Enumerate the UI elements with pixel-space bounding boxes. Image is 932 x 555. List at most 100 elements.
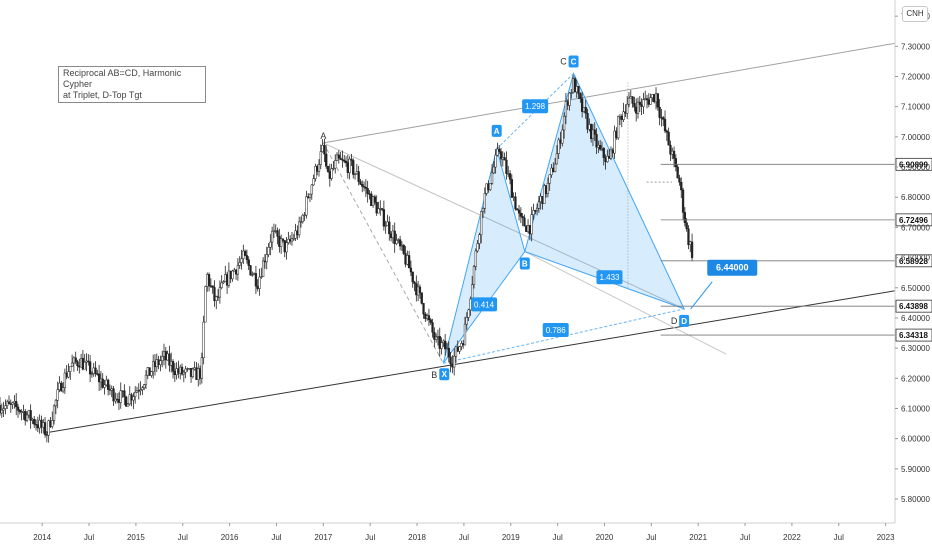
price-bar-body xyxy=(629,96,632,99)
price-bar-body xyxy=(397,239,400,241)
price-bar-body xyxy=(660,117,663,119)
price-bar-body xyxy=(110,388,113,391)
price-bar-body xyxy=(638,101,641,105)
x-tick-label: Jul xyxy=(365,533,375,542)
price-bar-body xyxy=(54,400,58,407)
price-bar-body xyxy=(267,247,270,255)
point-a-label-box xyxy=(491,124,502,137)
price-bar-body xyxy=(627,97,631,105)
price-bar-body xyxy=(189,368,193,377)
price-bar-body xyxy=(305,196,308,216)
price-bar-body xyxy=(544,185,548,194)
price-bar-body xyxy=(256,285,259,289)
price-level-lines: 6.90899 6.72496 6.58928 6.43898 6.34318 xyxy=(660,157,932,342)
price-bar-body xyxy=(233,269,236,272)
price-bar-body xyxy=(243,250,247,256)
price-bar-body xyxy=(211,285,214,288)
price-bar-body xyxy=(263,260,267,263)
price-bar-body xyxy=(589,124,593,139)
ratio-tag: 1.298 xyxy=(525,102,546,111)
price-bar-body xyxy=(326,166,330,172)
price-bar-body xyxy=(52,405,56,421)
price-bar-body xyxy=(87,360,90,363)
price-bar-body xyxy=(561,129,564,144)
drawing-note[interactable]: Reciprocal AB=CD, Harmonic Cypher at Tri… xyxy=(58,66,206,103)
price-bar-body xyxy=(159,360,162,365)
price-bar-body xyxy=(404,253,407,265)
price-level-label: 6.72496 xyxy=(899,216,928,225)
price-bar-body xyxy=(546,182,550,194)
price-bar-body xyxy=(512,196,515,198)
price-bar-body xyxy=(523,217,526,227)
price-bar-body xyxy=(379,208,382,210)
price-bar-body xyxy=(22,411,25,413)
price-bar-body xyxy=(575,86,578,93)
price-bar-body xyxy=(31,419,34,421)
price-bar-body xyxy=(550,167,553,176)
time-axis[interactable]: 2014 Jul 2015 Jul 2016 Jul 2017 Jul 2018 Jul 2019 J… xyxy=(0,522,895,542)
price-bar-body xyxy=(13,401,16,404)
price-bar-body xyxy=(67,371,70,378)
price-bar-body xyxy=(406,255,409,265)
price-bar-body xyxy=(429,319,432,323)
price-bar-body xyxy=(132,396,135,401)
price-bar-body xyxy=(339,157,342,160)
price-bar-body xyxy=(642,99,645,107)
price-bar-body xyxy=(413,281,416,284)
price-bar-body xyxy=(231,270,234,280)
price-bar-body xyxy=(238,262,241,266)
price-bar-body xyxy=(671,150,674,155)
price-bar-body xyxy=(49,420,52,427)
price-bar-body xyxy=(179,366,182,374)
price-bar-body xyxy=(631,96,634,104)
price-bar-body xyxy=(440,342,443,349)
price-bar-body xyxy=(94,367,97,374)
price-bar-body xyxy=(103,384,106,388)
y-tick-label: 6.20000 xyxy=(901,374,930,383)
price-bar-body xyxy=(215,296,218,302)
price-bar-body xyxy=(535,208,539,211)
price-bar-body xyxy=(366,188,369,194)
price-bar-body xyxy=(323,145,326,155)
price-bar-body xyxy=(0,409,3,414)
price-bar-body xyxy=(409,267,413,273)
price-bar-body xyxy=(555,153,559,165)
price-bar-body xyxy=(45,434,49,436)
price-bar-body xyxy=(361,184,364,187)
price-bar-body xyxy=(184,368,187,373)
price-level-label: 6.34318 xyxy=(899,331,928,340)
price-bar-body xyxy=(249,265,252,276)
price-bar-body xyxy=(456,346,459,352)
price-bar-body xyxy=(83,361,86,370)
y-tick-label: 6.40000 xyxy=(901,314,930,323)
price-bar-body xyxy=(622,111,625,120)
price-bar-body xyxy=(58,382,61,390)
price-bar-body xyxy=(328,171,331,179)
price-bar-body xyxy=(384,225,387,227)
price-bar-body xyxy=(665,130,668,133)
x-tick-label: 2020 xyxy=(596,533,614,542)
price-bar-body xyxy=(330,168,333,179)
price-bar-body xyxy=(332,167,335,170)
price-bar-body xyxy=(106,379,110,390)
price-bar-body xyxy=(370,193,373,206)
price-bar-body xyxy=(588,124,591,130)
pattern-labels: X A B C D B C A D 1.298 0.414 1.433 0.786 6.44000 xyxy=(320,55,758,381)
price-bar-body xyxy=(119,390,122,403)
target-box xyxy=(707,259,758,276)
price-bar-body xyxy=(499,151,503,160)
price-bar-body xyxy=(125,396,128,407)
price-bar-body xyxy=(485,183,488,194)
price-bar-body xyxy=(571,78,575,93)
price-bar-body xyxy=(678,177,681,183)
ratio-tag-box xyxy=(471,297,498,312)
price-bar-body xyxy=(307,196,310,198)
price-bar-body xyxy=(344,160,348,164)
price-bar-body xyxy=(27,410,30,416)
price-bar-body xyxy=(640,104,643,107)
price-axis[interactable]: 7.400007.300007.200007.100007.000006.900… xyxy=(894,0,930,523)
symbol-badge[interactable]: CNH xyxy=(902,6,928,22)
price-bar-body xyxy=(79,358,83,368)
price-bar-body xyxy=(236,265,240,275)
price-bar-body xyxy=(618,116,622,118)
